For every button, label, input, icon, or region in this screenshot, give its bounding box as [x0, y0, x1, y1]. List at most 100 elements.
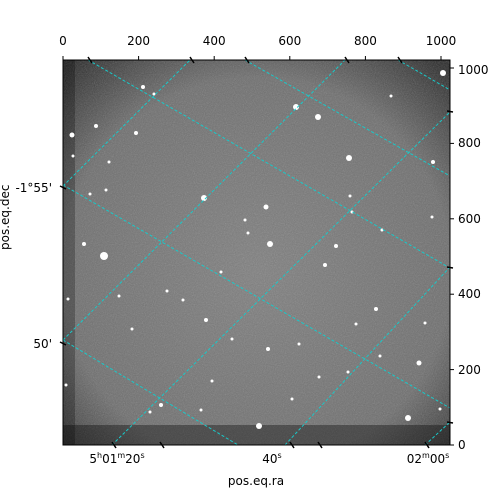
edge-tick [446, 421, 454, 424]
x-pixel-tick: 400 [202, 34, 226, 48]
sky-noise [63, 60, 450, 445]
grid-line [111, 111, 450, 445]
star [148, 410, 152, 414]
star [266, 347, 270, 351]
star [293, 104, 299, 110]
star [246, 231, 250, 235]
star [219, 270, 223, 274]
star [380, 228, 384, 232]
edge-tick [189, 56, 195, 64]
edge-tick [317, 441, 323, 449]
star [159, 403, 163, 407]
grid-line [63, 60, 346, 341]
grid-line [424, 421, 450, 445]
edge-tick [446, 110, 454, 113]
star [152, 92, 156, 96]
star [199, 408, 203, 412]
x-pixel-tick: 600 [278, 34, 302, 48]
y-pixel-tick: 1000 [458, 63, 489, 77]
star [210, 379, 214, 383]
star [256, 423, 262, 429]
star [323, 263, 327, 267]
star [290, 397, 294, 401]
y-pixel-tick: 800 [458, 136, 481, 151]
star [438, 407, 442, 411]
coordinate-grid [63, 60, 450, 445]
star [423, 321, 427, 325]
star [334, 244, 338, 248]
star [354, 322, 358, 326]
edge-tick [397, 56, 403, 64]
star [389, 94, 393, 98]
star [94, 124, 98, 128]
star [297, 342, 301, 346]
star [134, 131, 138, 135]
ra-tick-label: 02m00s [406, 451, 450, 466]
y-pixel-tick: 0 [458, 438, 466, 452]
star [201, 195, 207, 201]
ra-tick-label: 5h01m20s [89, 451, 145, 466]
star [69, 132, 75, 138]
image-area [63, 60, 450, 445]
grid-line [63, 184, 450, 409]
star [440, 70, 446, 76]
star [117, 294, 121, 298]
edge-tick [289, 441, 295, 449]
edge-tick [59, 185, 67, 190]
edge-tick [159, 441, 165, 449]
star [317, 375, 321, 379]
star [230, 337, 234, 341]
right-axis-ticks [450, 67, 454, 446]
star [346, 370, 350, 374]
star [431, 160, 435, 164]
star [104, 188, 108, 192]
grid-line [397, 60, 450, 91]
star [204, 318, 208, 322]
star-field [64, 70, 446, 429]
edge-tick [59, 341, 67, 346]
plot-frame [62, 59, 451, 446]
star [267, 241, 273, 247]
edge-tick [244, 56, 250, 64]
grid-line [63, 339, 239, 445]
star [243, 218, 247, 222]
star [141, 85, 145, 89]
y-pixel-tick: 200 [458, 362, 481, 377]
edge-tick [111, 441, 117, 449]
star [107, 160, 111, 164]
star [378, 354, 382, 358]
top-axis-ticks [62, 56, 442, 60]
star [165, 289, 169, 293]
star [88, 192, 92, 196]
star [66, 297, 70, 301]
star [181, 298, 185, 302]
star [64, 383, 68, 387]
edge-tick [424, 441, 430, 449]
y-pixel-tick: 600 [458, 211, 481, 226]
star [82, 242, 86, 246]
star [346, 155, 352, 161]
x-pixel-tick: 200 [127, 34, 151, 48]
star [100, 252, 108, 260]
star [416, 360, 422, 366]
edge-tick [344, 56, 350, 64]
star [350, 210, 354, 214]
star [263, 204, 269, 210]
edge-tick [446, 266, 454, 269]
star [430, 215, 434, 219]
grid-line [87, 60, 450, 269]
grid-line [284, 266, 450, 445]
edge-tick [87, 56, 93, 64]
dec-tick-label: -1°55' [15, 181, 52, 195]
y-pixel-tick: 400 [458, 287, 481, 302]
star [71, 154, 75, 158]
y-axis-label: pos.eq.dec [0, 184, 12, 250]
world-edge-ticks [59, 56, 454, 449]
x-pixel-tick: 800 [353, 34, 377, 48]
star [315, 114, 321, 120]
star [374, 307, 378, 311]
ra-tick-label: 40s [262, 451, 282, 466]
star [348, 194, 352, 198]
star [405, 415, 411, 421]
